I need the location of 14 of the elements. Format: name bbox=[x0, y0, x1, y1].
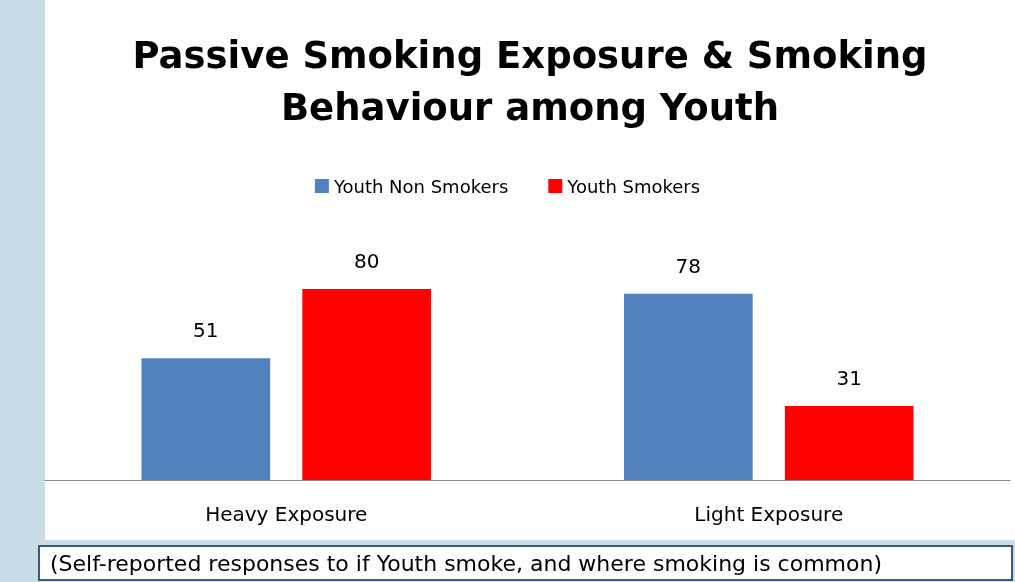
bar bbox=[624, 293, 753, 480]
data-label: 80 bbox=[353, 249, 380, 273]
chart-title: Passive Smoking Exposure & Smoking Behaviour among Youth bbox=[131, 33, 929, 131]
x-tick-label: Heavy Exposure bbox=[205, 502, 368, 526]
bar bbox=[302, 289, 431, 480]
legend-label: Youth Smokers bbox=[566, 175, 701, 197]
bar bbox=[784, 405, 914, 480]
data-label: 78 bbox=[675, 253, 702, 278]
data-label: 51 bbox=[193, 318, 219, 343]
bar bbox=[141, 358, 271, 480]
legend-label: Youth Non Smokers bbox=[332, 175, 509, 197]
x-tick-label: Light Exposure bbox=[694, 502, 844, 526]
text: (Self-reported responses to if Youth smoke, and where smoking is common) bbox=[38, 545, 1013, 581]
data-label: 31 bbox=[836, 365, 862, 390]
